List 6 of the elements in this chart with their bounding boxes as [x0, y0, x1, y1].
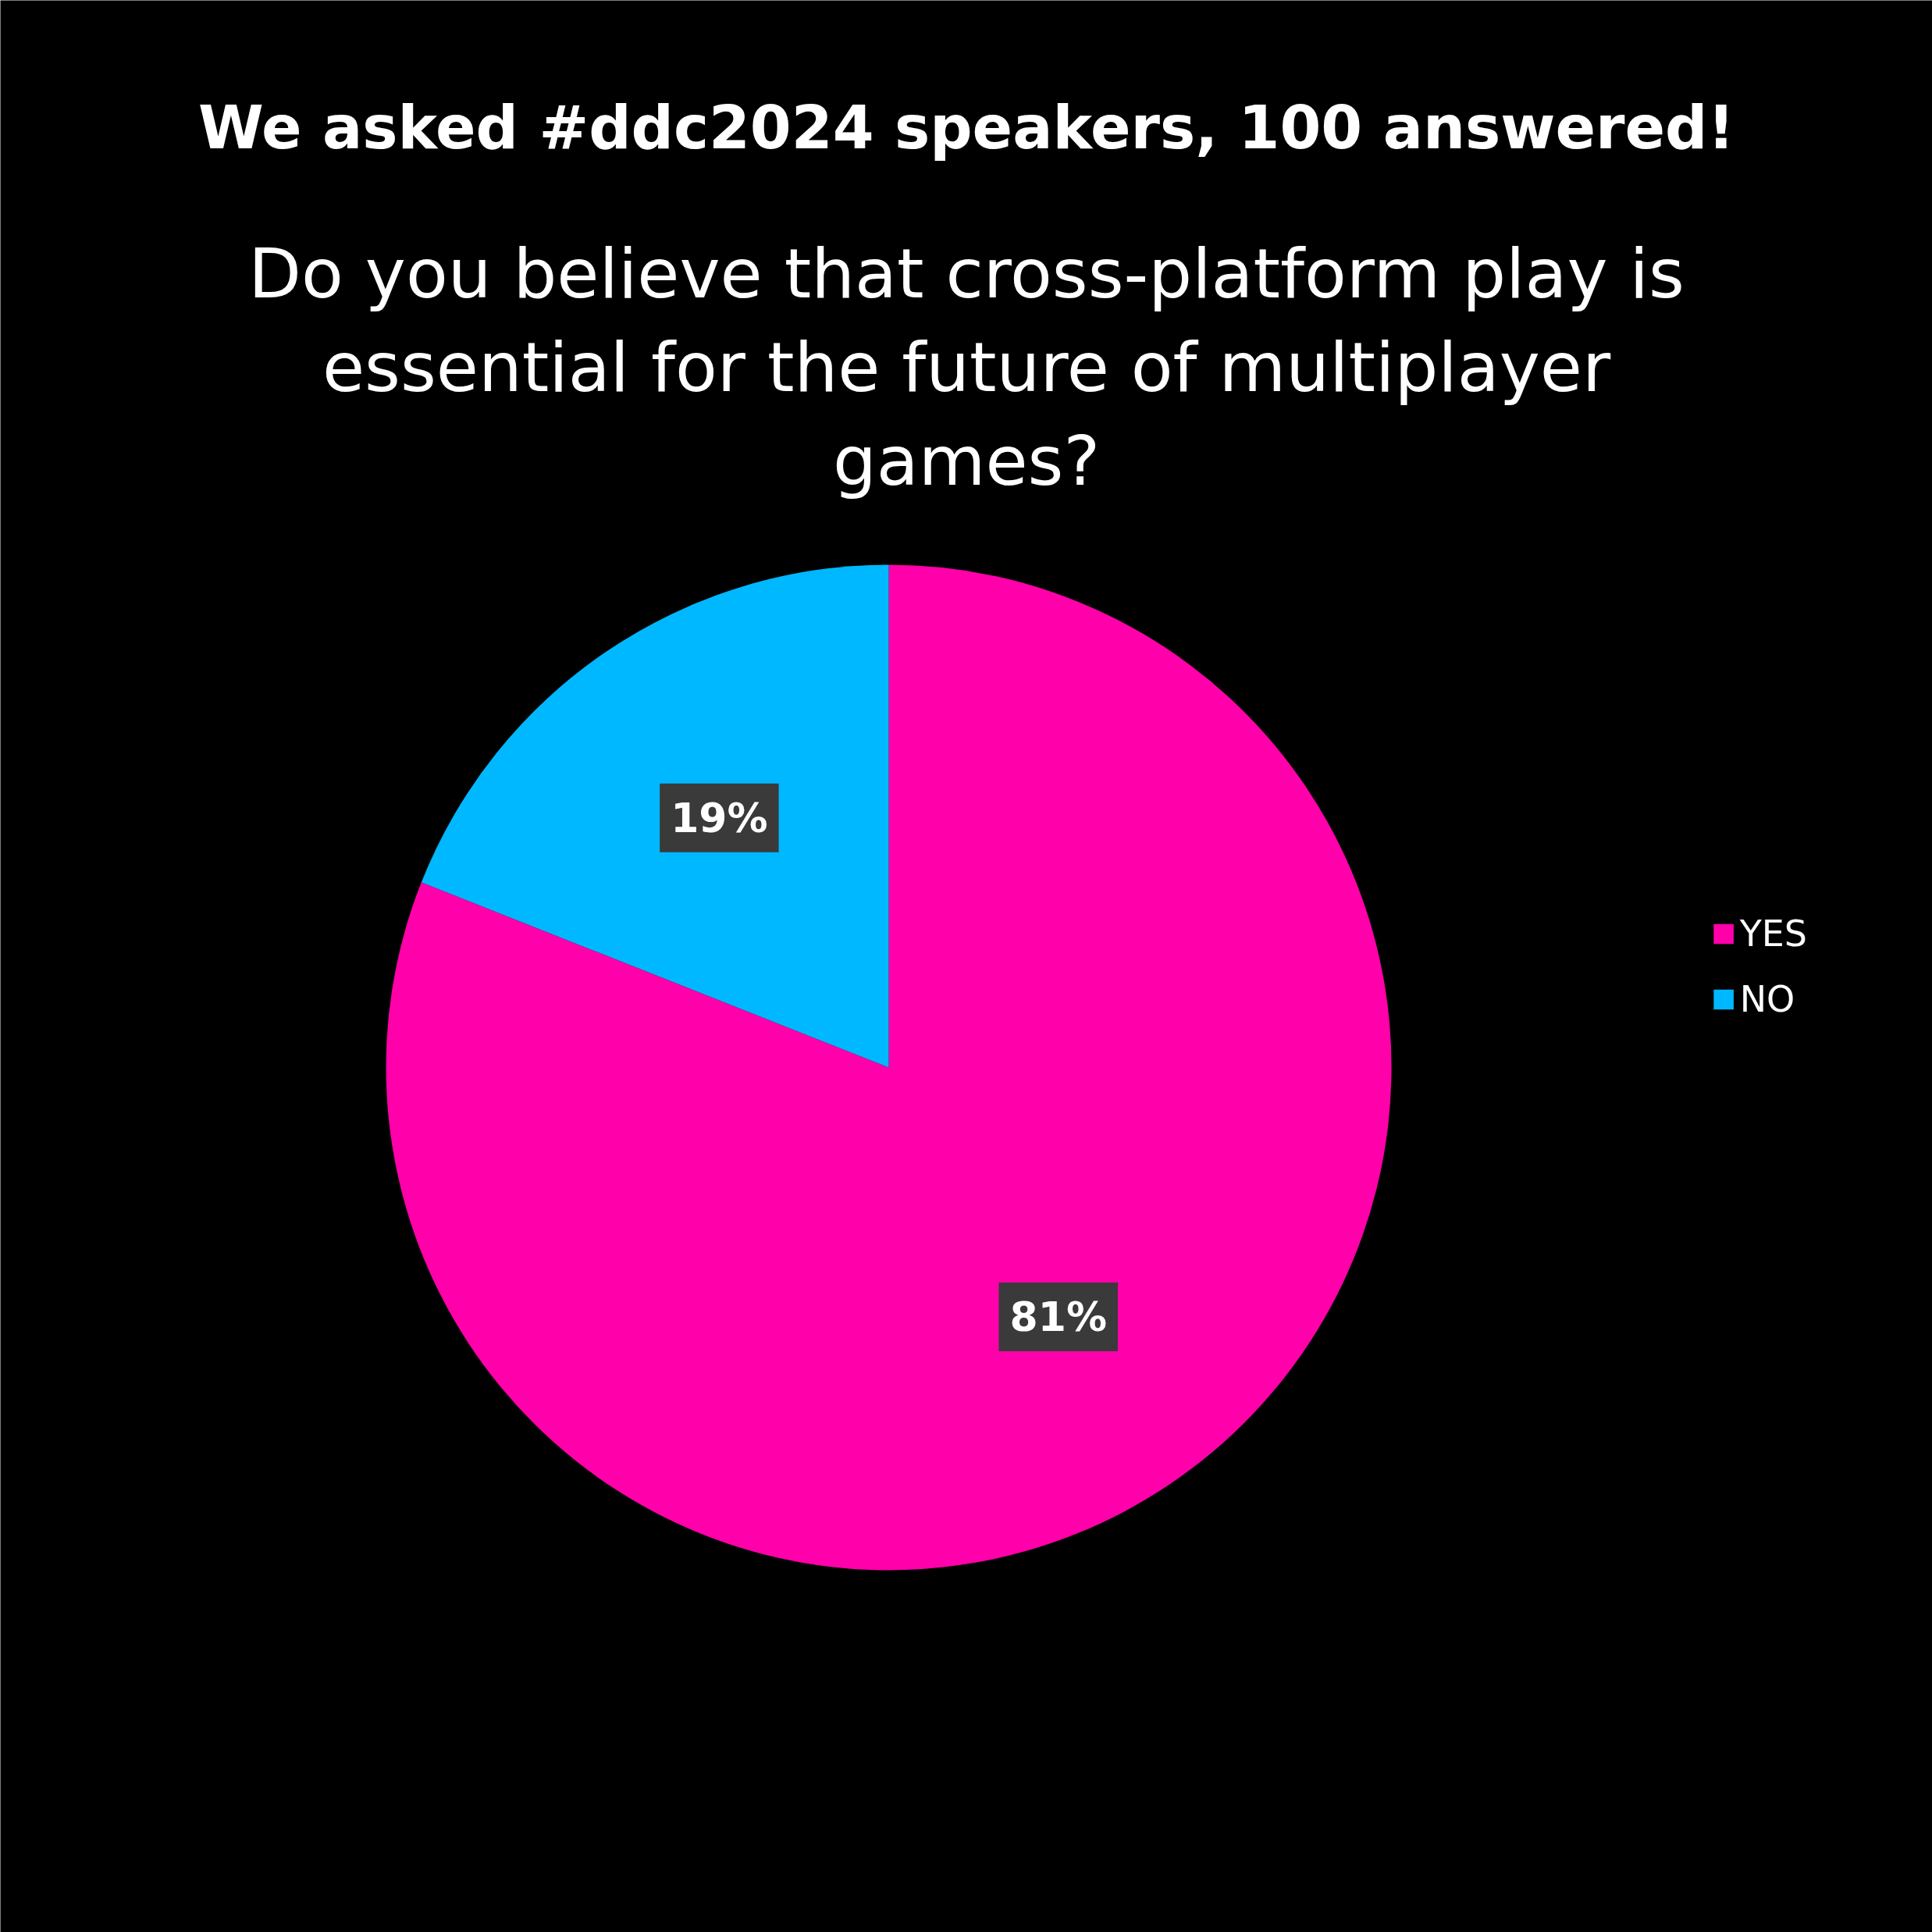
legend-label: YES: [1739, 912, 1807, 955]
legend-label: NO: [1739, 977, 1795, 1020]
chart-title: We asked #ddc2024 speakers, 100 answered!: [197, 92, 1735, 162]
chart-subtitle: Do you believe that cross-platform play is essential for the future of multiplayer games?: [248, 233, 1685, 502]
data-label: 81%: [1009, 1293, 1107, 1341]
data-label: 19%: [671, 794, 768, 841]
